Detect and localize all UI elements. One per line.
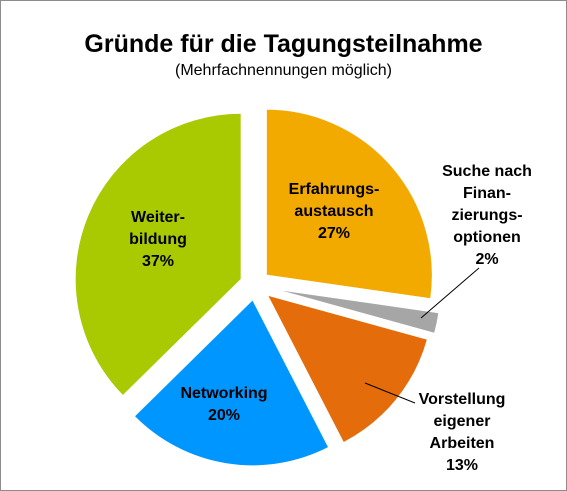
pie-slice-category-label: eigener [434,413,491,430]
pie-slice [74,112,242,397]
pie-slice-category-label: austausch [294,203,373,220]
pie-slice-category-label: optionen [453,229,521,246]
pie-slice-value-label: 37% [142,253,174,270]
pie-slice-label: Erfahrungs-austausch 27% [289,181,380,242]
pie-slice [133,298,330,467]
pie-slice-label: Networking 20% [180,385,267,424]
pie-slice-label: Suche nach Finan-zierungs-optionen 2% [442,163,532,268]
pie-slice-value-label: 20% [208,407,240,424]
pie-slice-category-label: Suche nach [442,163,532,180]
pie-slice-category-label: Networking [180,385,267,402]
pie-slice-category-label: bildung [129,231,187,248]
pie-slice-label: Weiter-bildung 37% [129,209,187,270]
label-leader-line [420,267,480,319]
pie-slice-value-label: 27% [318,225,350,242]
pie-slice-value-label: 13% [446,457,478,474]
pie-slice-category-label: Arbeiten [430,435,495,452]
pie-slice [266,294,429,444]
pie-slice-category-label: Finan- [463,185,511,202]
chart-subtitle: (Mehrfachnennungen möglich) [174,62,392,79]
pie-slice-category-label: Erfahrungs- [289,181,380,198]
pie-slice [274,288,440,334]
chart-title: Gründe für die Tagungsteilnahme [84,30,483,58]
pie-slice-value-label: 2% [475,251,498,268]
pie-slice-label: Vorstellung eigener Arbeiten 13% [419,391,506,474]
pie-slice [265,108,433,300]
pie-slice-category-label: Vorstellung [419,391,506,408]
label-leader-line [364,382,416,404]
pie-slice-category-label: Weiter- [131,209,185,226]
pie-slice-category-label: zierungs- [451,207,522,224]
